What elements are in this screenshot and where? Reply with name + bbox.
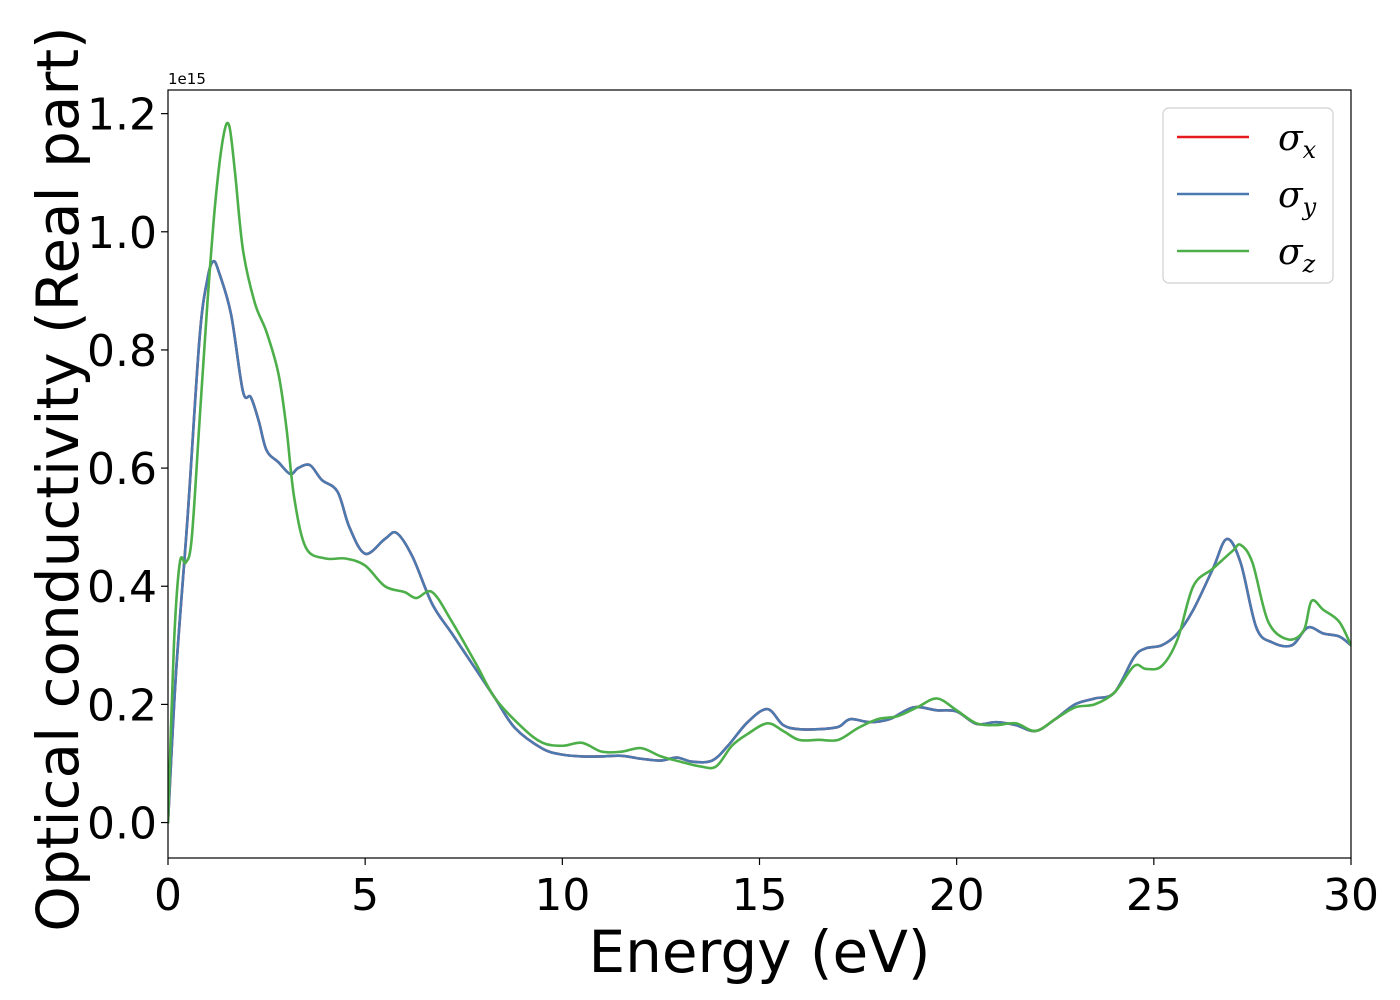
series-line-y <box>168 259 1351 824</box>
series-lines <box>168 121 1351 824</box>
x-tick-label: 15 <box>732 870 788 921</box>
legend-label-y: σy <box>1278 175 1317 221</box>
legend-label-x: σx <box>1278 118 1317 164</box>
y-tick-label: 1.2 <box>87 90 157 141</box>
x-tick-label: 30 <box>1323 870 1379 921</box>
y-axis-title: Optical conductivity (Real part) <box>24 26 92 931</box>
y-tick-label: 0.4 <box>87 562 157 613</box>
y-tick-label: 0.2 <box>87 680 157 731</box>
x-tick-label: 0 <box>154 870 182 921</box>
x-tick-label: 10 <box>534 870 590 921</box>
y-tick-label: 0.8 <box>87 326 157 377</box>
x-axis-ticks: 0 5 10 15 20 25 30 <box>154 858 1379 921</box>
legend-box <box>1162 107 1334 284</box>
y-offset-label: 1e15 <box>168 70 206 88</box>
x-tick-label: 20 <box>929 870 985 921</box>
y-tick-label: 0.6 <box>87 444 157 495</box>
legend: σx σy σz <box>1162 107 1334 284</box>
y-axis-ticks: 0.0 0.2 0.4 0.6 0.8 1.0 1.2 <box>87 90 168 850</box>
series-line-z <box>168 121 1351 824</box>
y-tick-label: 0.0 <box>87 799 157 850</box>
x-tick-label: 5 <box>351 870 379 921</box>
x-axis-title: Energy (eV) <box>588 918 930 986</box>
y-tick-label: 1.0 <box>87 208 157 259</box>
legend-label-z: σz <box>1278 232 1316 278</box>
x-tick-label: 25 <box>1126 870 1182 921</box>
